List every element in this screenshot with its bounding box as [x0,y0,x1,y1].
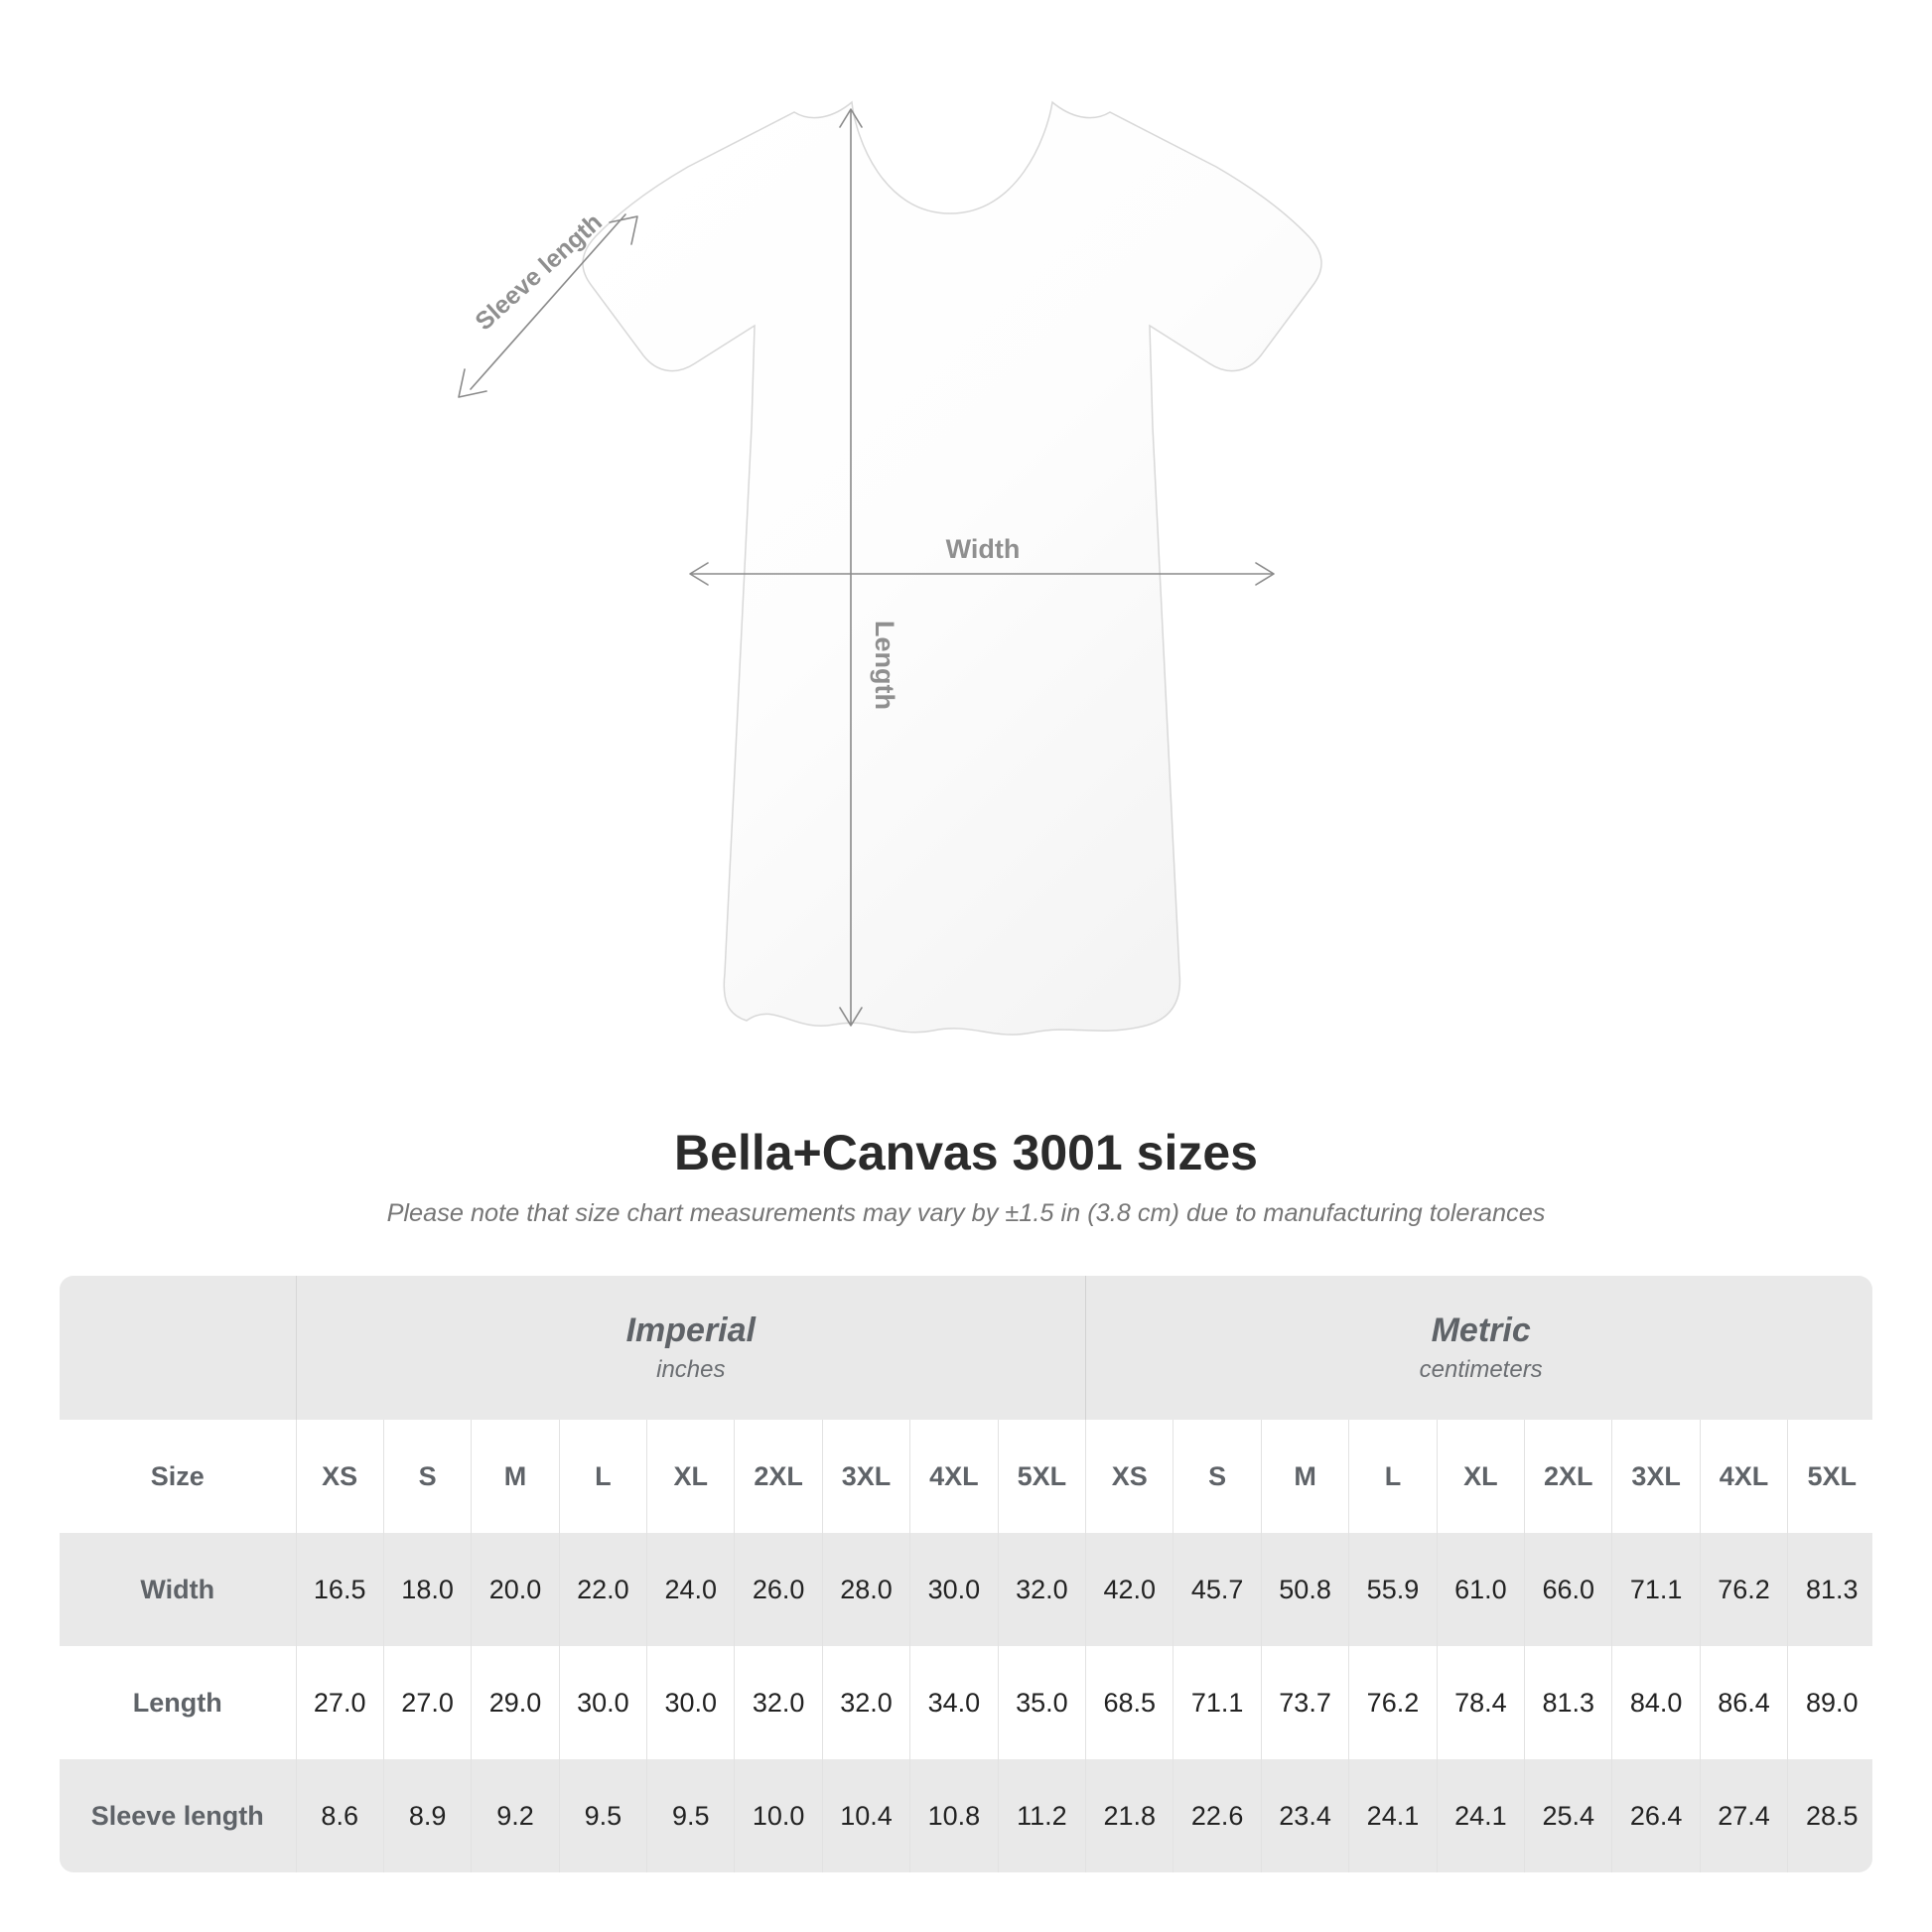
svg-text:Length: Length [870,621,899,710]
svg-text:Width: Width [946,534,1021,564]
